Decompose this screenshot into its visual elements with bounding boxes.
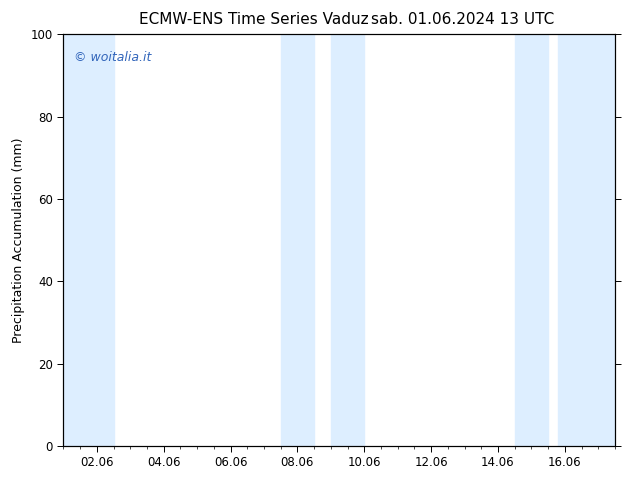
Text: ECMW-ENS Time Series Vaduz: ECMW-ENS Time Series Vaduz — [139, 12, 368, 27]
Bar — [281, 34, 314, 446]
Bar — [558, 34, 615, 446]
Bar — [515, 34, 548, 446]
Bar — [331, 34, 365, 446]
Bar — [63, 34, 113, 446]
Y-axis label: Precipitation Accumulation (mm): Precipitation Accumulation (mm) — [12, 137, 25, 343]
Text: sab. 01.06.2024 13 UTC: sab. 01.06.2024 13 UTC — [371, 12, 555, 27]
Text: © woitalia.it: © woitalia.it — [74, 51, 152, 64]
